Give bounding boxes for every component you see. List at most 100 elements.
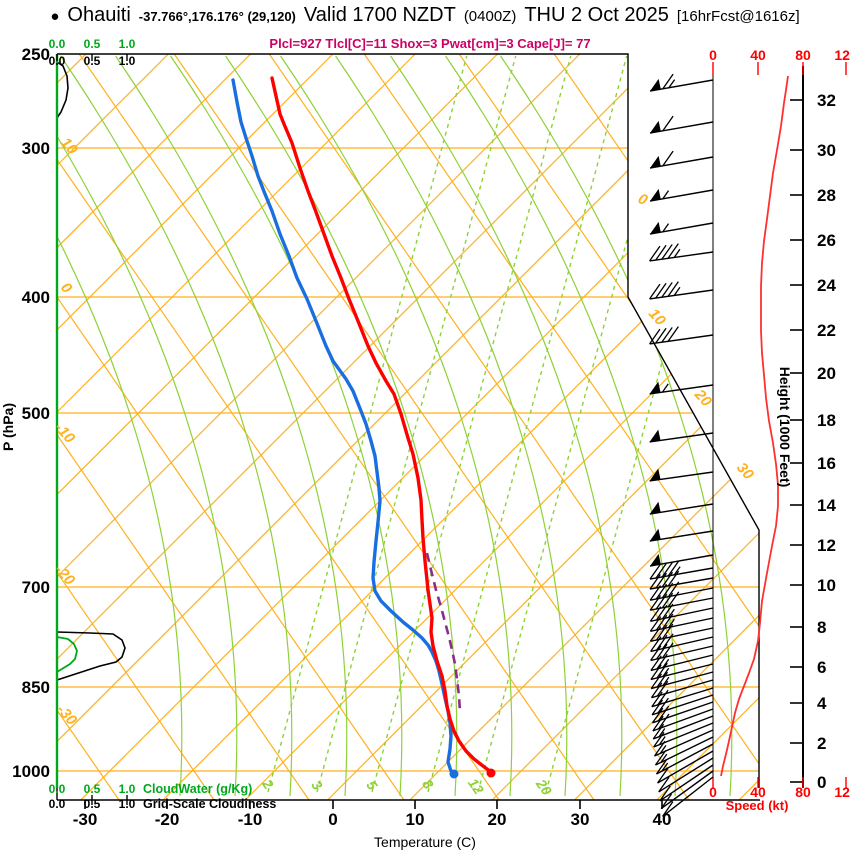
svg-text:32: 32 xyxy=(817,91,836,110)
forecast-tag: [16hrFcst@1616z] xyxy=(676,8,800,25)
wind-barb xyxy=(649,73,714,92)
svg-text:30: 30 xyxy=(733,459,757,483)
svg-text:P (hPa): P (hPa) xyxy=(0,403,16,451)
wind-barbs xyxy=(649,73,714,817)
wind-barb xyxy=(649,528,714,542)
mixing-ratio-lines xyxy=(267,55,746,793)
wind-barb xyxy=(650,679,714,699)
svg-text:80: 80 xyxy=(795,784,811,800)
svg-text:-10: -10 xyxy=(238,810,263,829)
svg-text:300: 300 xyxy=(22,139,50,158)
svg-text:-20: -20 xyxy=(155,810,180,829)
svg-text:18: 18 xyxy=(817,411,836,430)
sounding-curves xyxy=(231,75,789,779)
svg-text:0: 0 xyxy=(709,784,717,800)
wind-barb xyxy=(649,281,714,300)
wind-barb xyxy=(649,591,714,611)
svg-text:10: 10 xyxy=(645,305,669,329)
dewpoint-curve xyxy=(231,78,453,773)
parcel-path-curve xyxy=(425,552,462,713)
svg-text:0: 0 xyxy=(635,190,650,209)
wind-barb xyxy=(660,770,714,810)
svg-text:80: 80 xyxy=(795,47,811,63)
dry-adiabat-lines xyxy=(57,54,759,800)
svg-text:20: 20 xyxy=(488,810,507,829)
svg-text:0.0: 0.0 xyxy=(49,782,66,796)
svg-text:Grid-Scale Cloudiness: Grid-Scale Cloudiness xyxy=(143,797,276,811)
cloud-water-curve xyxy=(56,636,78,673)
isotherm-lines xyxy=(57,54,759,800)
valid-date: THU 2 Oct 2025 xyxy=(524,4,669,26)
wind-barb xyxy=(649,581,714,601)
svg-text:1000: 1000 xyxy=(12,762,50,781)
wind-barb xyxy=(649,468,714,482)
axes xyxy=(55,53,847,809)
wind-barb xyxy=(649,501,714,515)
wind-barb xyxy=(650,662,714,681)
svg-text:6: 6 xyxy=(817,658,826,677)
wind-speed-curve xyxy=(720,75,789,777)
svg-text:10: 10 xyxy=(817,576,836,595)
valid-time: Valid 1700 NZDT xyxy=(303,4,456,26)
svg-text:30: 30 xyxy=(571,810,590,829)
svg-text:0: 0 xyxy=(328,810,337,829)
svg-text:1.0: 1.0 xyxy=(119,782,136,796)
svg-text:Speed (kt): Speed (kt) xyxy=(726,798,789,813)
svg-text:120: 120 xyxy=(834,784,850,800)
svg-text:Temperature (C): Temperature (C) xyxy=(374,834,476,850)
plot-border xyxy=(57,53,760,788)
svg-text:10: 10 xyxy=(57,134,81,158)
svg-text:700: 700 xyxy=(22,578,50,597)
svg-text:24: 24 xyxy=(817,276,836,295)
svg-text:0.5: 0.5 xyxy=(84,54,101,68)
moist-adiabat-lines xyxy=(57,55,733,797)
isobar-lines xyxy=(57,147,759,772)
temperature-curve xyxy=(270,76,493,774)
svg-text:20: 20 xyxy=(817,364,836,383)
svg-text:0.0: 0.0 xyxy=(49,37,66,51)
svg-text:20: 20 xyxy=(533,775,556,798)
wind-barb xyxy=(652,708,714,732)
svg-text:28: 28 xyxy=(817,186,836,205)
svg-text:12: 12 xyxy=(817,536,836,555)
svg-text:0.0: 0.0 xyxy=(49,797,66,811)
wind-barb xyxy=(659,764,714,802)
svg-text:40: 40 xyxy=(750,47,766,63)
svg-text:0: 0 xyxy=(709,47,717,63)
svg-text:30: 30 xyxy=(817,141,836,160)
wind-barb xyxy=(651,694,714,716)
svg-text:22: 22 xyxy=(817,321,836,340)
wind-barb xyxy=(651,687,714,708)
sounding-indices: Plcl=927 Tlcl[C]=11 Shox=3 Pwat[cm]=3 Ca… xyxy=(269,36,591,51)
wind-barb xyxy=(649,560,714,580)
wind-barb xyxy=(649,326,714,345)
wind-barb xyxy=(649,115,714,134)
svg-text:40: 40 xyxy=(750,784,766,800)
wind-barb xyxy=(649,553,714,567)
station-bullet-icon: ● xyxy=(50,8,60,25)
wind-barb xyxy=(650,633,714,653)
svg-text:0: 0 xyxy=(817,773,826,792)
station-name: Ohauiti xyxy=(67,4,131,26)
wind-barb xyxy=(662,776,714,817)
svg-text:2: 2 xyxy=(817,734,826,753)
wind-barb xyxy=(649,150,714,169)
wind-barb xyxy=(649,613,714,632)
wind-barb xyxy=(650,653,714,672)
wind-barb xyxy=(654,736,714,766)
wind-barb xyxy=(649,381,714,395)
svg-text:14: 14 xyxy=(817,496,836,515)
wind-barb xyxy=(649,603,714,622)
svg-text:26: 26 xyxy=(817,231,836,250)
svg-text:500: 500 xyxy=(22,404,50,423)
wind-barb xyxy=(649,188,714,202)
valid-time-utc: (0400Z) xyxy=(463,8,517,25)
wind-barb xyxy=(651,701,714,724)
svg-text:120: 120 xyxy=(834,47,850,63)
grid-scale-cloudiness-curve xyxy=(56,631,126,681)
wind-barb xyxy=(650,671,714,690)
station-coords: -37.766°,176.176° (29,120) xyxy=(138,9,296,24)
svg-text:10: 10 xyxy=(406,810,425,829)
